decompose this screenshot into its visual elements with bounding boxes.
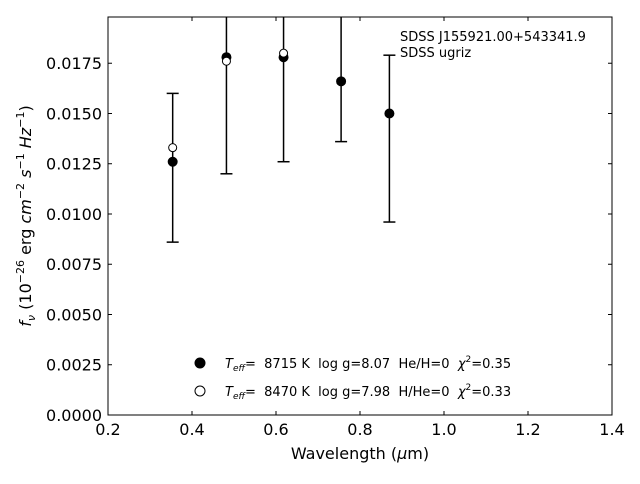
x-tick-label: 0.6 (263, 420, 288, 439)
errorbar-layer (166, 17, 396, 243)
x-tick-label: 0.4 (179, 420, 204, 439)
data-point-open (279, 48, 289, 58)
data-point-filled (336, 76, 347, 87)
y-tick-label: 0.0150 (46, 104, 102, 123)
y-tick-label: 0.0025 (46, 356, 102, 375)
x-tick-label: 1.2 (515, 420, 540, 439)
y-tick-label: 0.0175 (46, 54, 102, 73)
x-ticks: 0.2 0.4 0.6 0.8 1.0 1.2 1.4 (95, 17, 625, 439)
legend-entry: Teff= 8715 K log g=8.07 He/H=0 χ2=0.35 (194, 355, 511, 374)
y-ticks: 0.0000 0.0025 0.0050 0.0075 0.0100 0.0125 0.01… (46, 54, 612, 425)
legend-label: Teff= 8470 K log g=7.98 H/He=0 χ2=0.33 (225, 383, 511, 402)
x-axis-mu: μ (396, 444, 407, 463)
data-point-filled (384, 108, 395, 119)
legend-marker-filled-circle (194, 357, 206, 369)
data-point-open (168, 143, 178, 153)
y-tick-label: 0.0075 (46, 255, 102, 274)
marker-layer (167, 48, 395, 167)
legend-entry: Teff= 8470 K log g=7.98 H/He=0 χ2=0.33 (194, 383, 511, 402)
legend: Teff= 8715 K log g=8.07 He/H=0 χ2=0.35 T… (194, 355, 511, 402)
data-point-filled (167, 156, 178, 167)
data-point-open (221, 56, 231, 66)
y-axis-label: fν (10−26 erg cm−2 s−1 Hz−1) (14, 105, 38, 326)
y-tick-label: 0.0100 (46, 205, 102, 224)
y-tick-label: 0.0050 (46, 305, 102, 324)
x-tick-label: 0.2 (95, 420, 120, 439)
legend-label: Teff= 8715 K log g=8.07 He/H=0 χ2=0.35 (225, 355, 511, 374)
legend-marker-open-circle (194, 385, 206, 397)
y-tick-label: 0.0000 (46, 406, 102, 425)
annotation-object-name: SDSS J155921.00+543341.9 (400, 30, 586, 45)
y-tick-label: 0.0125 (46, 155, 102, 174)
x-axis-label: Wavelength (μm) (291, 444, 429, 463)
x-tick-label: 1.0 (431, 420, 456, 439)
annotation-filter-system: SDSS ugriz (400, 46, 471, 61)
x-tick-label: 1.4 (599, 420, 624, 439)
x-tick-label: 0.8 (347, 420, 372, 439)
